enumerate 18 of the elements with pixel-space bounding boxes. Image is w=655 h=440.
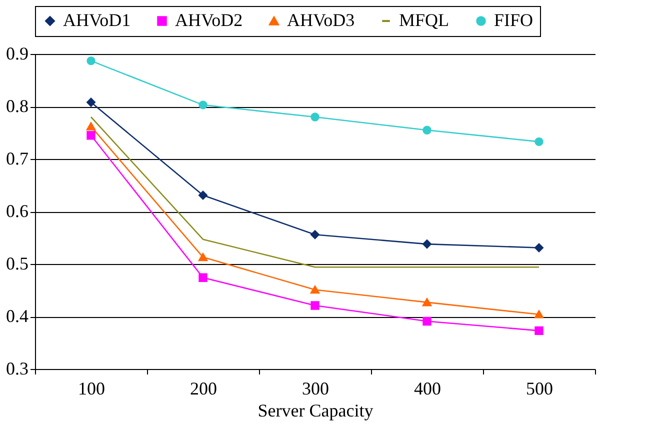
legend-label: MFQL [399,10,450,30]
legend-label: AHVoD1 [63,10,131,30]
legend-label: AHVoD2 [175,10,243,30]
x-axis-title: Server Capacity [258,400,374,420]
x-tick-label: 200 [190,378,217,398]
y-tick-label: 0.3 [6,358,28,378]
y-tick-label: 0.7 [6,148,28,168]
x-tick-label: 400 [414,378,441,398]
y-tick-label: 0.6 [6,201,28,221]
legend-label: FIFO [494,10,534,30]
x-tick-label: 100 [78,378,105,398]
y-tick-label: 0.5 [6,254,28,274]
legend-label: AHVoD3 [287,10,355,30]
y-tick-label: 0.8 [6,96,28,116]
x-tick-label: 500 [526,378,553,398]
x-tick-label: 300 [302,378,329,398]
y-tick-label: 0.9 [6,44,28,64]
y-tick-label: 0.4 [6,306,28,326]
